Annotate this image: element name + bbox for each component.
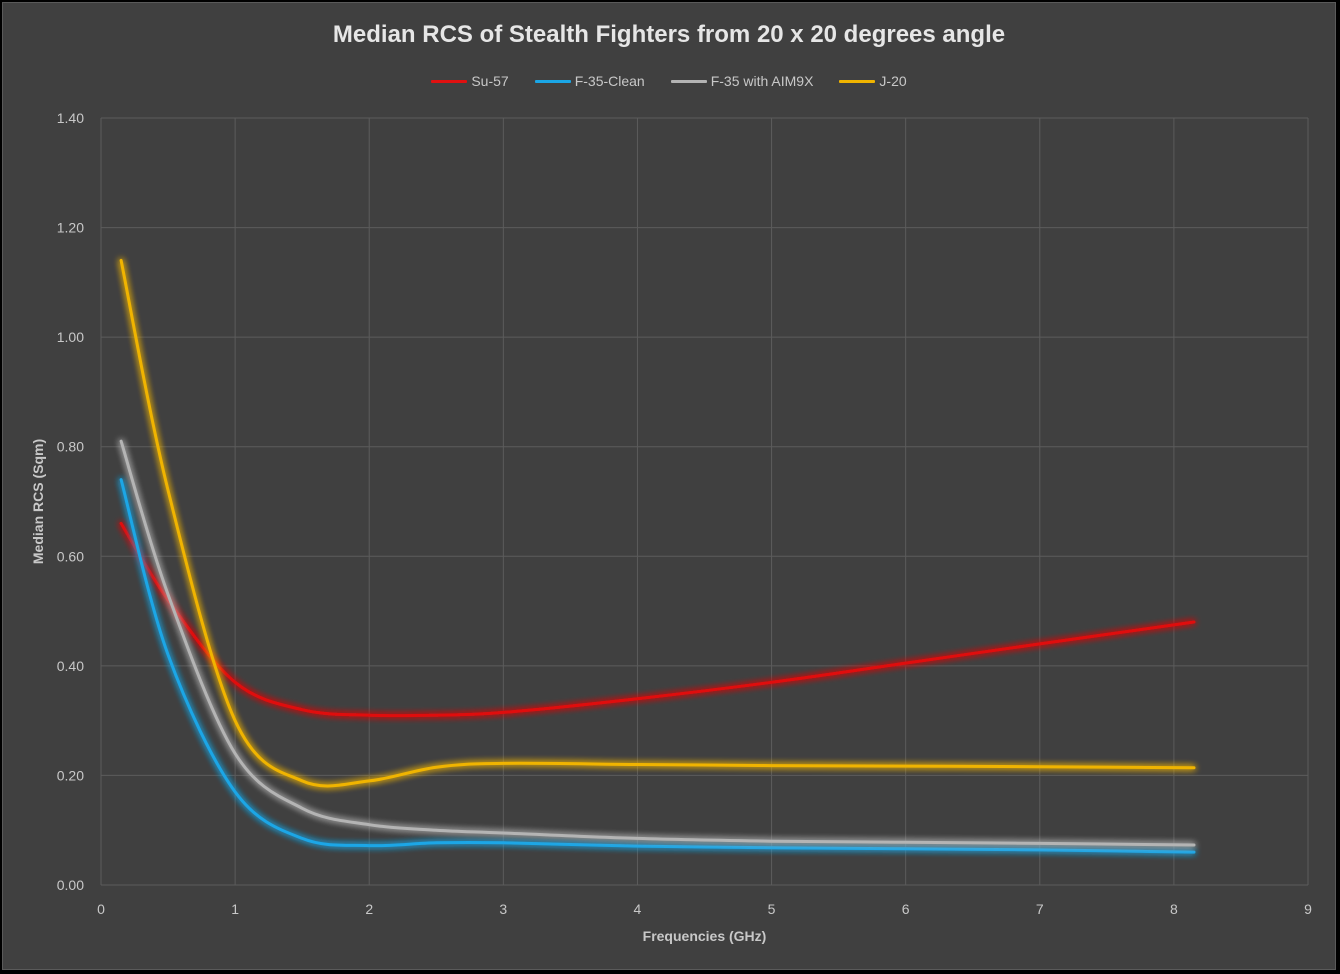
y-tick-label: 1.40 — [57, 110, 84, 126]
legend-swatch-f35-clean — [534, 79, 571, 83]
legend-swatch-j20 — [839, 79, 876, 83]
x-tick-label: 0 — [97, 901, 105, 917]
legend-item-j20: J-20 — [839, 73, 907, 89]
legend-label-su57: Su-57 — [471, 73, 509, 89]
series-line-f35-clean — [119, 478, 1196, 854]
y-tick-label: 0.60 — [57, 548, 84, 564]
x-tick-label: 9 — [1304, 901, 1312, 917]
legend-item-f35-clean: F-35-Clean — [534, 73, 645, 89]
y-axis-title: Median RCS (Sqm) — [30, 439, 46, 564]
x-tick-label: 8 — [1170, 901, 1178, 917]
x-tick-label: 3 — [499, 901, 507, 917]
legend-swatch-f35-aim9x — [670, 79, 707, 83]
x-tick-label: 6 — [902, 901, 910, 917]
legend-label-f35-clean: F-35-Clean — [574, 73, 645, 89]
x-tick-label: 4 — [634, 901, 642, 917]
legend-label-j20: J-20 — [879, 73, 907, 89]
y-tick-label: 1.20 — [57, 220, 84, 236]
legend-item-su57: Su-57 — [431, 73, 509, 89]
y-tick-label: 0.80 — [57, 439, 84, 455]
series-line-j20 — [119, 258, 1196, 788]
chart-title: Median RCS of Stealth Fighters from 20 x… — [332, 21, 1006, 48]
legend-swatch-su57 — [431, 79, 468, 83]
x-tick-label: 5 — [768, 901, 776, 917]
series-line-f35-aim9x — [119, 439, 1196, 847]
x-tick-label: 7 — [1036, 901, 1044, 917]
y-tick-label: 0.40 — [57, 658, 84, 674]
x-tick-label: 1 — [231, 901, 239, 917]
y-tick-label: 1.00 — [57, 329, 84, 345]
legend-item-f35-aim9x: F-35 with AIM9X — [670, 73, 814, 89]
legend: Su-57 F-35-Clean F-35 with AIM9X J-20 — [3, 73, 1335, 89]
x-axis-title: Frequencies (GHz) — [643, 928, 767, 944]
y-tick-label: 0.00 — [57, 877, 84, 893]
y-tick-label: 0.20 — [57, 767, 84, 783]
x-tick-label: 2 — [365, 901, 373, 917]
legend-label-f35-aim9x: F-35 with AIM9X — [710, 73, 814, 89]
series-line-su57 — [119, 521, 1196, 718]
